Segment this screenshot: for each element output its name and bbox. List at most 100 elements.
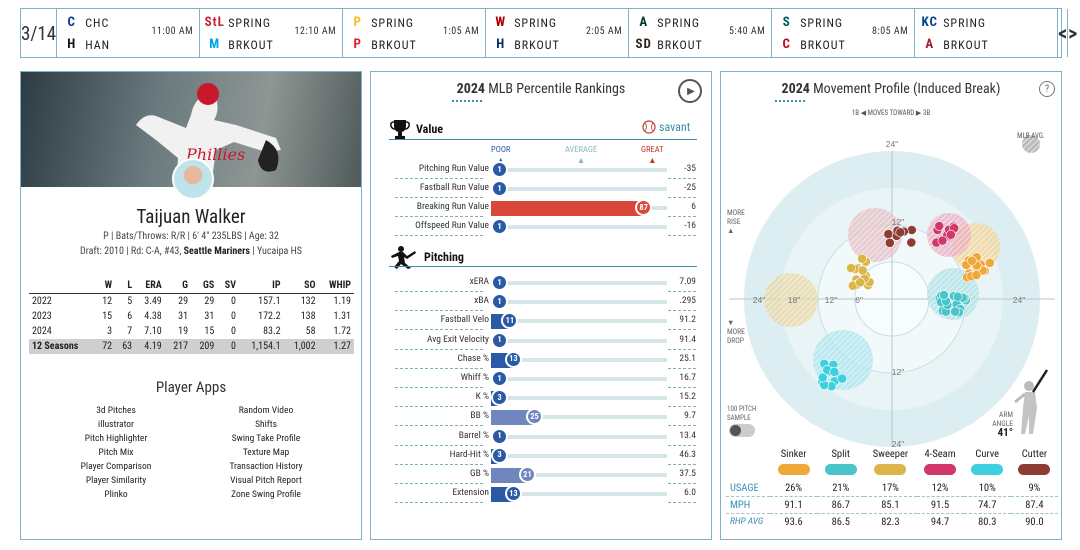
play-icon[interactable]: ▶: [678, 79, 702, 103]
pitch-point[interactable]: [945, 229, 956, 240]
player-app-link[interactable]: Pitch Highlighter: [84, 433, 148, 444]
pitch-point[interactable]: [950, 306, 960, 317]
pitch-point[interactable]: [906, 225, 917, 235]
pitch-swatch: [770, 462, 817, 479]
away-team-logo-icon: S: [782, 15, 791, 30]
pitch-point[interactable]: [971, 270, 982, 280]
pitch-point[interactable]: [937, 235, 948, 246]
percentile-row[interactable]: Barrel % 1 13.4: [371, 427, 711, 446]
player-app-link[interactable]: Zone Swing Profile: [231, 489, 301, 500]
percentile-row[interactable]: Chase % 13 25.1: [371, 350, 711, 369]
player-app-link[interactable]: 3d Pitches: [96, 405, 136, 416]
player-app-link[interactable]: Transaction History: [229, 461, 303, 472]
percentile-row[interactable]: xERA 1 7.09: [371, 273, 711, 292]
pitch-color-swatch: [924, 463, 957, 475]
row-divider: [395, 291, 483, 292]
pitch-point[interactable]: [846, 263, 857, 273]
percentile-row[interactable]: Whiff % 1 16.7: [371, 369, 711, 388]
player-app-link[interactable]: Texture Map: [242, 447, 290, 458]
stats-cell: 1.31: [333, 311, 351, 322]
percentile-row[interactable]: Pitching Run Value 1 -35: [371, 160, 711, 179]
arm-angle-figure: [1014, 369, 1049, 434]
percentile-year[interactable]: 2024: [456, 81, 485, 97]
pitch-name[interactable]: Cutter: [1021, 447, 1048, 460]
percentile-dot: 1: [491, 180, 508, 197]
movement-year[interactable]: 2024: [781, 81, 810, 97]
game-time: 11:00 AM: [151, 26, 194, 37]
row-divider: [668, 310, 696, 312]
player-app-link[interactable]: Player Comparison: [80, 461, 152, 472]
player-app-link[interactable]: Visual Pitch Report: [230, 475, 302, 486]
player-app-link[interactable]: Plinko: [104, 489, 128, 500]
percentile-row[interactable]: Breaking Run Value 87 6: [371, 198, 711, 217]
percentile-row[interactable]: GB % 21 37.5: [371, 465, 711, 484]
home-team-logo-icon: A: [925, 37, 935, 52]
pitch-point[interactable]: [934, 221, 945, 231]
game-card[interactable]: StL SPRING M BRKOUT 12:10 AM: [200, 9, 344, 57]
row-divider: [668, 367, 696, 369]
scoreboard-next-button[interactable]: >: [1068, 21, 1078, 45]
game-time: 5:40 AM: [728, 26, 766, 37]
pitch-point[interactable]: [952, 291, 963, 302]
player-app-link[interactable]: Pitch Mix: [98, 447, 134, 458]
percentile-row[interactable]: Extension 13 6.0: [371, 484, 711, 504]
pitch-point[interactable]: [906, 237, 917, 248]
pitch-point[interactable]: [855, 277, 865, 288]
pitch-point[interactable]: [984, 257, 995, 268]
percentile-track: [491, 187, 667, 191]
pitch-point[interactable]: [884, 237, 895, 248]
scoreboard-date[interactable]: 3/14: [21, 9, 58, 57]
pitch-point[interactable]: [837, 373, 847, 384]
game-card[interactable]: P SPRING P BRKOUT 1:05 AM: [343, 9, 487, 57]
stats-cell: 29: [178, 296, 189, 307]
pitch-point[interactable]: [966, 255, 977, 266]
scoreboard-prev-button[interactable]: <: [1058, 9, 1069, 57]
pitch-point[interactable]: [857, 265, 868, 276]
percentile-row[interactable]: Fastball Velo 11 91.2: [371, 311, 711, 331]
player-app-link[interactable]: illustrator: [98, 419, 134, 430]
percentile-row[interactable]: Offspeed Run Value 1 -16: [371, 217, 711, 236]
player-panel: Phillies Taijuan Walker P | Bats/Throws:…: [20, 71, 362, 540]
percentile-track: [491, 281, 667, 285]
pitch-point[interactable]: [857, 253, 867, 264]
pitch-point[interactable]: [938, 290, 949, 300]
pitch-name[interactable]: Sinker: [780, 447, 807, 460]
percentile-panel: 2024 MLB Percentile Rankings ▶ Value sav…: [370, 71, 712, 540]
draft-team[interactable]: Seattle Mariners: [183, 246, 250, 257]
game-card[interactable]: S SPRING C BRKOUT 8:05 AM: [772, 9, 916, 57]
player-app-link[interactable]: Random Video: [238, 405, 294, 416]
season-stats-table: W L ERA G GS SV IP SO WHIP 2022 12 5 3.49 29 29 0 157.1…: [29, 278, 354, 354]
savant-logo[interactable]: savant: [642, 120, 690, 134]
game-card[interactable]: A SPRING SD BRKOUT 5:40 AM: [629, 9, 773, 57]
savant-label: savant: [659, 120, 691, 134]
pitch-point[interactable]: [883, 229, 894, 239]
percentile-row[interactable]: xBA 1 .295: [371, 292, 711, 312]
percentile-row[interactable]: BB % 25 9.7: [371, 407, 711, 427]
game-card[interactable]: C CHC H HAN 11:00 AM: [57, 9, 201, 57]
pitch-name[interactable]: Sweeper: [872, 447, 909, 460]
percentile-row[interactable]: Hard-Hit % 3 46.3: [371, 446, 711, 465]
game-time: 2:05 AM: [585, 26, 623, 37]
game-card[interactable]: KC SPRING A BRKOUT: [915, 9, 1059, 57]
pitch-rhp-avg: 94.7: [930, 515, 950, 529]
pitch-rhp-avg: 80.3: [978, 515, 997, 529]
away-team-row: P SPRING: [349, 14, 414, 31]
player-app-link[interactable]: Shifts: [255, 419, 277, 430]
player-app-link[interactable]: Player Similarity: [85, 475, 147, 486]
pitch-name[interactable]: 4-Seam: [924, 447, 956, 460]
game-time: 12:10 AM: [294, 26, 337, 37]
pitch-name[interactable]: Curve: [975, 447, 1000, 460]
percentile-row[interactable]: Fastball Run Value 1 -25: [371, 179, 711, 198]
help-icon[interactable]: ?: [1039, 81, 1055, 97]
pitch-point[interactable]: [829, 366, 840, 377]
pitch-name[interactable]: Split: [831, 447, 851, 460]
pitch-point[interactable]: [817, 372, 828, 383]
pitch-sample-toggle[interactable]: [729, 424, 755, 437]
player-app-link[interactable]: Swing Take Profile: [231, 433, 301, 444]
away-team-logo-icon: C: [67, 15, 76, 30]
percentile-row[interactable]: Avg Exit Velocity 1 91.4: [371, 331, 711, 350]
pitch-point[interactable]: [895, 227, 906, 238]
game-card[interactable]: W SPRING H BRKOUT 2:05 AM: [486, 9, 630, 57]
percentile-track: [491, 338, 667, 343]
percentile-row[interactable]: K % 3 15.2: [371, 388, 711, 408]
